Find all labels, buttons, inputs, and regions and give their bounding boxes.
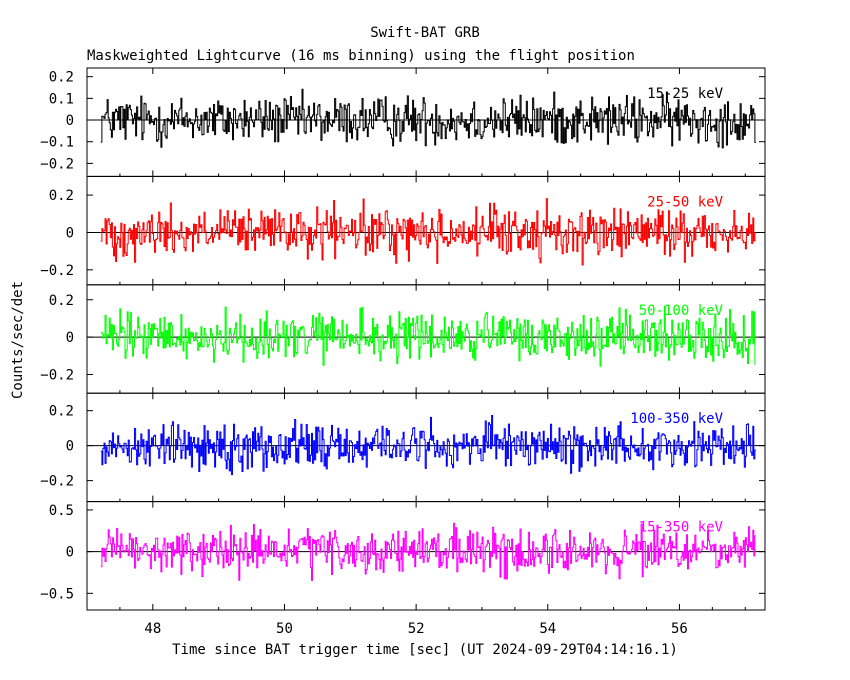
band-label: 100-350 keV: [630, 411, 723, 427]
band-label: 50-100 keV: [639, 303, 724, 319]
y-tick-label: 0.1: [49, 91, 74, 107]
panel-2: −0.2 0 0.2 50-100 keV: [40, 284, 766, 394]
y-tick-label: −0.2: [40, 156, 74, 172]
panel-frame: [86, 501, 766, 611]
x-tick-label: 54: [539, 621, 556, 637]
y-tick-label: −0.5: [40, 586, 74, 602]
x-axis: 48 50 52 54 56: [144, 621, 687, 637]
panel-0: −0.2 −0.1 0 0.1 0.2 15-25 keV: [40, 67, 766, 177]
y-tick-label: 0.2: [49, 70, 74, 86]
y-tick-label: −0.2: [40, 263, 74, 279]
chart-subtitle: Maskweighted Lightcurve (16 ms binning) …: [87, 48, 635, 64]
band-label: 15-25 keV: [647, 86, 723, 102]
x-axis-label: Time since BAT trigger time [sec] (UT 20…: [172, 642, 678, 658]
y-tick-label: 0.2: [49, 293, 74, 309]
y-tick-label: 0: [66, 439, 74, 455]
x-tick-label: 48: [144, 621, 161, 637]
series-line: [100, 198, 756, 266]
x-tick-label: 56: [671, 621, 688, 637]
panel-1: −0.2 0 0.2 25-50 keV: [40, 175, 766, 286]
panel-4: −0.5 0 0.5 15-350 keV: [40, 501, 766, 611]
y-tick-label: 0: [66, 113, 74, 129]
y-tick-label: 0: [66, 330, 74, 346]
series-line: [100, 88, 756, 149]
y-tick-label: 0.5: [49, 503, 74, 519]
y-tick-label: 0.2: [49, 404, 74, 420]
series-line: [100, 522, 756, 581]
band-label: 25-50 keV: [647, 194, 723, 210]
chart-title: Swift-BAT GRB: [370, 25, 480, 41]
series-line: [100, 415, 756, 475]
y-tick-label: 0.2: [49, 188, 74, 204]
series-line: [100, 305, 756, 367]
band-label: 15-350 keV: [639, 520, 724, 536]
panel-3: −0.2 0 0.2 100-350 keV: [40, 392, 766, 503]
y-tick-label: −0.2: [40, 474, 74, 490]
y-axis-label: Counts/sec/det: [10, 281, 26, 399]
y-tick-label: 0: [66, 545, 74, 561]
y-tick-label: −0.1: [40, 135, 74, 151]
panels-group: −0.2 −0.1 0 0.1 0.2 15-25 keV −0.2 0 0.2 25-50 ke…: [40, 67, 766, 611]
y-tick-label: −0.2: [40, 368, 74, 384]
y-tick-label: 0: [66, 225, 74, 241]
x-tick-label: 52: [408, 621, 425, 637]
x-tick-label: 50: [276, 621, 293, 637]
